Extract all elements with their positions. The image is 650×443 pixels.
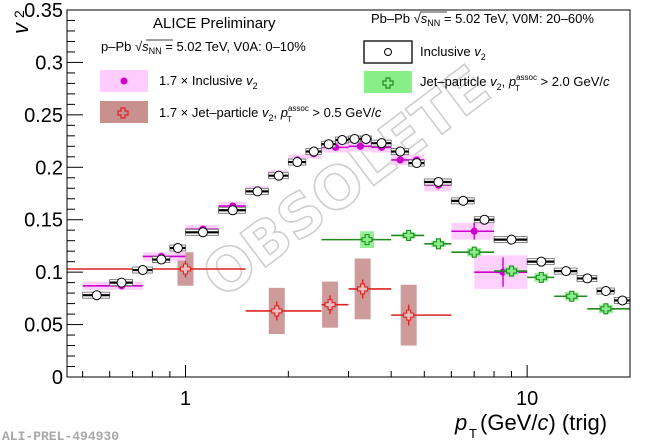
- figure-id: ALI-PREL-494930: [2, 429, 119, 443]
- y-tick-label: 0.35: [24, 0, 63, 22]
- data-point-inclusive-ppb: [356, 142, 364, 150]
- y-tick-label: 0: [52, 367, 63, 389]
- data-point-jet-ppb: [324, 299, 336, 311]
- data-point-jet-pbpb: [505, 265, 518, 277]
- y-tick-label: 0.15: [24, 210, 63, 232]
- data-point-inclusive-ppb: [470, 227, 478, 235]
- y-axis-title-sub: 2: [11, 10, 27, 18]
- x-tick-label: 10: [516, 388, 538, 410]
- y-tick-label: 0.25: [24, 105, 63, 127]
- data-point-inclusive-pbpb: [156, 254, 167, 265]
- x-axis-title-sub: T: [469, 426, 477, 441]
- y-axis-title: v: [8, 21, 33, 34]
- data-point-inclusive-pbpb: [506, 234, 517, 245]
- y-tick-label: 0.2: [35, 157, 63, 179]
- data-point-inclusive-pbpb: [349, 133, 360, 144]
- data-point-inclusive-pbpb: [360, 133, 371, 144]
- data-point-inclusive-pbpb: [116, 277, 127, 288]
- legend-box-jet-ppb: [100, 101, 148, 123]
- data-point-inclusive-pbpb: [617, 295, 628, 306]
- obsolete-watermark: OBSOLETE: [190, 52, 503, 311]
- data-point-inclusive-pbpb: [252, 186, 263, 197]
- x-axis-title: p T (GeV/c) (trig): [454, 410, 607, 441]
- legend: ALICE Preliminary p–Pb √sNN = 5.02 TeV, …: [100, 11, 610, 124]
- legend-marker-open-cross-green: [382, 77, 394, 89]
- y-tick-label: 0.1: [35, 262, 63, 284]
- y-tick-label: 0.05: [24, 315, 63, 337]
- data-point-inclusive-pbpb: [479, 214, 490, 225]
- data-point-inclusive-pbpb: [536, 256, 547, 267]
- data-point-inclusive-pbpb: [433, 176, 444, 187]
- data-point-inclusive-pbpb: [137, 265, 148, 276]
- data-point-jet-ppb: [271, 305, 283, 317]
- data-point-inclusive-pbpb: [337, 135, 348, 146]
- y-tick-label: 0.3: [35, 52, 63, 74]
- data-point-inclusive-pbpb: [292, 157, 303, 168]
- data-point-jet-pbpb: [361, 234, 373, 246]
- legend-label-inclusive-ppb: 1.7 × Inclusive v2: [159, 73, 258, 91]
- x-axis-title-rest: (GeV/c) (trig): [480, 410, 607, 435]
- obsolete-watermark-layer: OBSOLETE: [189, 51, 503, 312]
- data-point-inclusive-pbpb: [600, 286, 611, 297]
- data-point-jet-pbpb: [535, 271, 547, 283]
- legend-box-jet-pbpb: [364, 71, 412, 93]
- data-point-inclusive-pbpb: [273, 170, 284, 181]
- data-point-inclusive-ppb: [396, 156, 404, 164]
- data-marks: [67, 133, 631, 346]
- data-point-inclusive-pbpb: [458, 195, 469, 206]
- data-point-inclusive-pbpb: [227, 205, 238, 216]
- data-point-inclusive-pbpb: [376, 138, 387, 149]
- data-point-inclusive-pbpb: [172, 243, 183, 254]
- data-point-jet-pbpb: [566, 290, 578, 302]
- data-point-jet-ppb: [179, 263, 192, 275]
- series-3: [67, 252, 452, 346]
- pbpb-system-label: Pb–Pb √sNN = 5.02 TeV, V0M: 20–60%: [371, 11, 594, 28]
- data-point-jet-ppb: [357, 283, 369, 295]
- data-point-jet-pbpb: [403, 229, 415, 241]
- data-point-inclusive-pbpb: [308, 146, 319, 157]
- series-0: [82, 133, 631, 306]
- data-point-inclusive-pbpb: [395, 146, 406, 157]
- data-point-jet-pbpb: [468, 246, 480, 258]
- x-axis-title-p: p: [454, 410, 467, 435]
- data-point-jet-pbpb: [432, 238, 444, 250]
- data-point-inclusive-pbpb: [411, 158, 422, 169]
- legend-marker-open-circle: [384, 48, 392, 56]
- legend-marker-open-cross-red: [117, 107, 129, 119]
- ppb-system-label: p–Pb √sNN = 5.02 TeV, V0A: 0–10%: [101, 39, 306, 56]
- data-point-jet-pbpb: [600, 303, 612, 315]
- axes: 0 0.05 0.1 0.15 0.2 0.25 0.3 0.35 1 10: [24, 0, 631, 410]
- data-point-inclusive-pbpb: [197, 227, 208, 238]
- data-point-inclusive-pbpb: [323, 139, 334, 150]
- legend-label-jet-pbpb: Jet–particle v2, passoc T > 2.0 GeV/c: [420, 73, 610, 93]
- series-2: [321, 229, 630, 315]
- legend-marker-filled-circle: [120, 77, 128, 85]
- legend-label-inclusive-pbpb: Inclusive v2: [420, 44, 486, 62]
- data-point-inclusive-pbpb: [582, 273, 593, 284]
- data-point-inclusive-pbpb: [91, 290, 102, 301]
- data-point-inclusive-pbpb: [561, 266, 572, 277]
- x-tick-label: 1: [180, 388, 191, 410]
- experiment-label: ALICE Preliminary: [153, 15, 276, 32]
- data-point-jet-ppb: [403, 309, 415, 321]
- legend-label-jet-ppb: 1.7 × Jet–particle v2, passoc T > 0.5 GeV…: [159, 104, 382, 124]
